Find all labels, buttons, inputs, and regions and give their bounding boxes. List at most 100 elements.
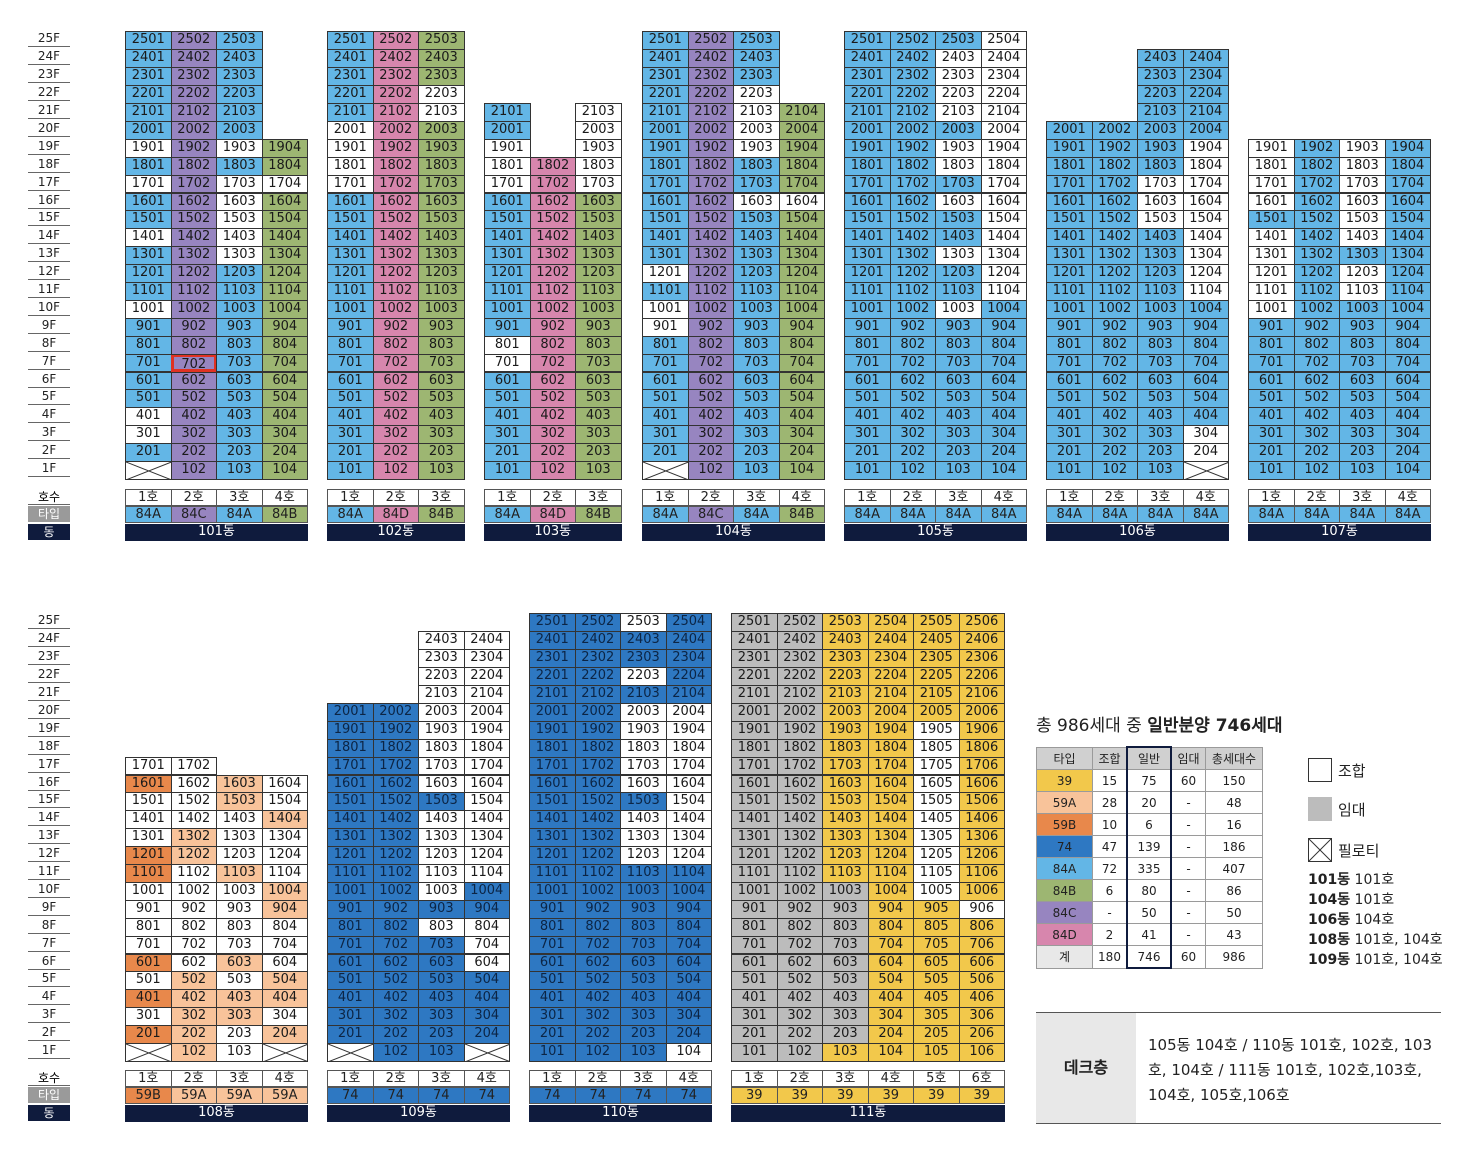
building-name: 106동 — [1046, 524, 1229, 541]
pilotis-note: 104동 101호 — [1308, 892, 1395, 908]
unit-cell: 103 — [822, 1043, 869, 1062]
unit-cell: 2303 — [216, 67, 263, 87]
unit-cell: 1803 — [733, 156, 780, 176]
unit-cell: 104 — [980, 461, 1027, 480]
unit-cell: 401 — [125, 989, 172, 1009]
legend-pilotis-label: 필로티 — [1338, 842, 1380, 860]
unit-cell: 904 — [1182, 317, 1229, 337]
unit-cell: 1902 — [776, 720, 823, 740]
unit-number-label: 1호 — [529, 1070, 576, 1087]
unit-cell: 2203 — [733, 85, 780, 104]
unit-cell: 801 — [529, 917, 576, 937]
unit-cell: 1904 — [778, 138, 825, 158]
unit-cell: 202 — [170, 1025, 217, 1044]
building-name: 108동 — [125, 1105, 308, 1122]
unit-cell: 1302 — [776, 828, 823, 848]
floor-label: 8F — [28, 917, 70, 934]
type-row-label: 타입 — [28, 1087, 70, 1103]
unit-cell: 1301 — [1046, 246, 1093, 266]
unit-cell: 1703 — [216, 174, 263, 194]
unit-cell: 803 — [216, 917, 263, 937]
unit-cell: 2501 — [125, 31, 172, 51]
unit-cell: 1601 — [731, 774, 778, 794]
unit-cell: 1803 — [418, 156, 465, 176]
unit-cell: 1401 — [529, 810, 576, 830]
building-name: 110동 — [529, 1105, 712, 1122]
unit-cell: 1004 — [261, 881, 308, 901]
unit-cell: 2303 — [935, 67, 982, 87]
unit-cell: 703 — [575, 353, 622, 373]
unit-cell: 102 — [170, 1043, 217, 1062]
pilotis-cell — [642, 461, 689, 480]
unit-cell: 2103 — [822, 685, 869, 704]
unit-cell: 1701 — [125, 174, 172, 194]
unit-type-label: 84A — [733, 506, 780, 523]
unit-cell: 1203 — [935, 264, 982, 283]
unit-cell: 902 — [170, 317, 217, 337]
unit-cell: 603 — [418, 953, 465, 973]
unit-cell: 801 — [327, 335, 374, 355]
pilotis-note: 109동 101호, 104호 — [1308, 952, 1443, 968]
unit-cell: 1104 — [261, 864, 308, 883]
unit-cell: 1403 — [418, 810, 465, 830]
unit-cell: 1501 — [125, 792, 172, 812]
unit-cell: 2003 — [575, 120, 622, 140]
unit-cell: 1001 — [125, 299, 172, 319]
summary-heading: 총 986세대 중 일반분양 746세대 — [1036, 716, 1283, 736]
unit-cell: 2503 — [418, 31, 465, 51]
unit-cell: 1602 — [529, 192, 576, 212]
unit-cell: 203 — [1339, 443, 1386, 462]
unit-cell: 1105 — [913, 864, 960, 883]
unit-cell: 2002 — [776, 702, 823, 722]
unit-cell: 203 — [216, 443, 263, 462]
table-cell: 746 — [1126, 945, 1172, 969]
unit-cell: 303 — [418, 425, 465, 445]
unit-cell: 1703 — [418, 174, 465, 194]
unit-cell: 901 — [327, 899, 374, 919]
unit-cell: 1702 — [529, 174, 576, 194]
unit-cell: 202 — [372, 1025, 419, 1044]
unit-cell: 202 — [687, 443, 734, 462]
unit-cell: 202 — [1091, 443, 1138, 462]
pilotis-cell — [463, 1043, 510, 1062]
unit-cell: 102 — [372, 461, 419, 480]
unit-cell: 1303 — [418, 246, 465, 266]
unit-cell: 503 — [418, 971, 465, 991]
unit-cell: 804 — [261, 917, 308, 937]
unit-cell: 303 — [935, 425, 982, 445]
unit-cell: 1501 — [529, 792, 576, 812]
unit-cell: 404 — [1384, 407, 1431, 427]
unit-cell: 1202 — [1091, 264, 1138, 283]
unit-cell: 304 — [1384, 425, 1431, 445]
unit-cell: 901 — [529, 899, 576, 919]
unit-cell: 1604 — [463, 774, 510, 794]
unit-cell: 601 — [731, 953, 778, 973]
rental-swatch — [1308, 797, 1332, 821]
unit-cell: 1804 — [778, 156, 825, 176]
table-cell: 50 — [1205, 901, 1263, 924]
unit-type-label: 39 — [958, 1087, 1005, 1104]
floor-label: 7F — [28, 353, 70, 370]
unit-cell: 1001 — [844, 299, 891, 319]
unit-cell: 2303 — [1137, 67, 1184, 87]
unit-cell: 2001 — [327, 120, 374, 140]
unit-cell: 1003 — [216, 299, 263, 319]
unit-cell: 1102 — [170, 864, 217, 883]
unit-cell: 1403 — [418, 228, 465, 248]
unit-cell: 1601 — [327, 192, 374, 212]
unit-cell: 1404 — [665, 810, 712, 830]
unit-cell: 1103 — [1137, 282, 1184, 301]
unit-number-label: 1호 — [844, 489, 891, 506]
unit-cell: 804 — [1182, 335, 1229, 355]
unit-cell: 2103 — [575, 103, 622, 122]
unit-number-label: 4호 — [980, 489, 1027, 506]
unit-cell: 1202 — [170, 846, 217, 865]
unit-cell: 1703 — [620, 756, 667, 776]
unit-cell: 1203 — [620, 846, 667, 865]
unit-cell: 1503 — [418, 210, 465, 230]
unit-cell: 1004 — [980, 299, 1027, 319]
unit-cell: 1301 — [327, 246, 374, 266]
unit-cell: 603 — [1137, 371, 1184, 391]
unit-cell: 801 — [1248, 335, 1295, 355]
unit-cell: 2003 — [216, 120, 263, 140]
